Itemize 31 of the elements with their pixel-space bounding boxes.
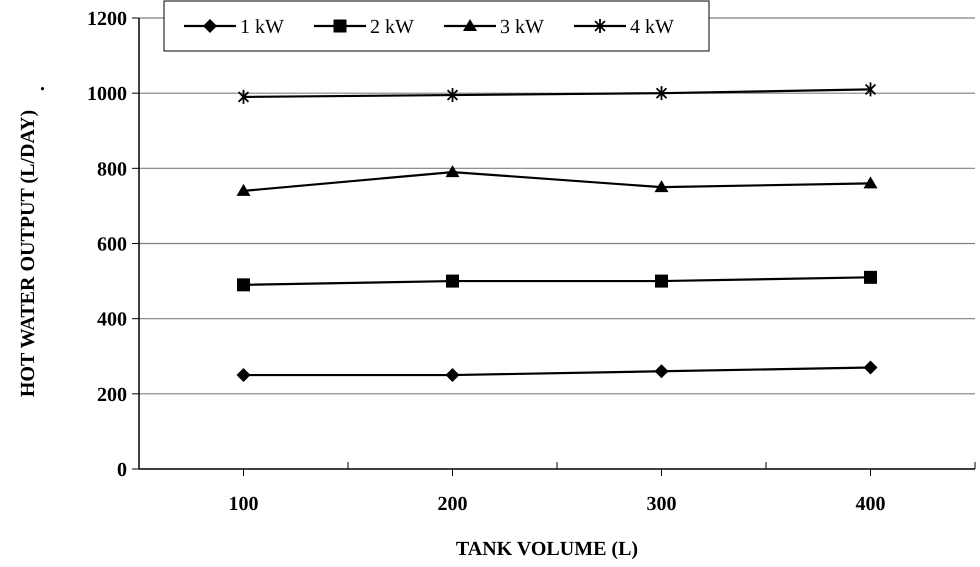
y-axis-title: HOT WATER OUTPUT (L/DAY) [17, 110, 39, 398]
point [236, 368, 250, 382]
text: . [40, 73, 45, 95]
y-tick-label: 1200 [87, 8, 127, 30]
point [446, 274, 459, 288]
point [236, 184, 250, 196]
y-tick-label: 200 [97, 384, 127, 406]
point [864, 360, 878, 375]
point [654, 364, 668, 378]
point [237, 278, 250, 292]
point [864, 270, 877, 284]
y-tick-label: 600 [97, 234, 127, 256]
x-tick-label: 200 [438, 493, 468, 515]
point [446, 368, 460, 382]
legend-label: 4 kW [630, 16, 674, 38]
y-tick-label: 1000 [87, 83, 127, 106]
x-tick-label: 100 [228, 493, 258, 515]
legend-label: 2 kW [370, 16, 414, 38]
legend-label: 1 kW [240, 16, 284, 38]
point [655, 274, 668, 288]
y-tick-label: 800 [97, 158, 127, 180]
y-tick-label: 400 [97, 308, 127, 331]
point [446, 165, 460, 178]
x-tick-label: 300 [646, 493, 676, 515]
x-axis-title: TANK VOLUME (L) [456, 538, 638, 560]
y-tick-label: 0 [117, 459, 127, 481]
point [656, 86, 668, 100]
x-tick-label: 400 [856, 493, 886, 515]
point [654, 180, 668, 192]
legend-label: 3 kW [500, 16, 544, 38]
point [864, 176, 878, 188]
